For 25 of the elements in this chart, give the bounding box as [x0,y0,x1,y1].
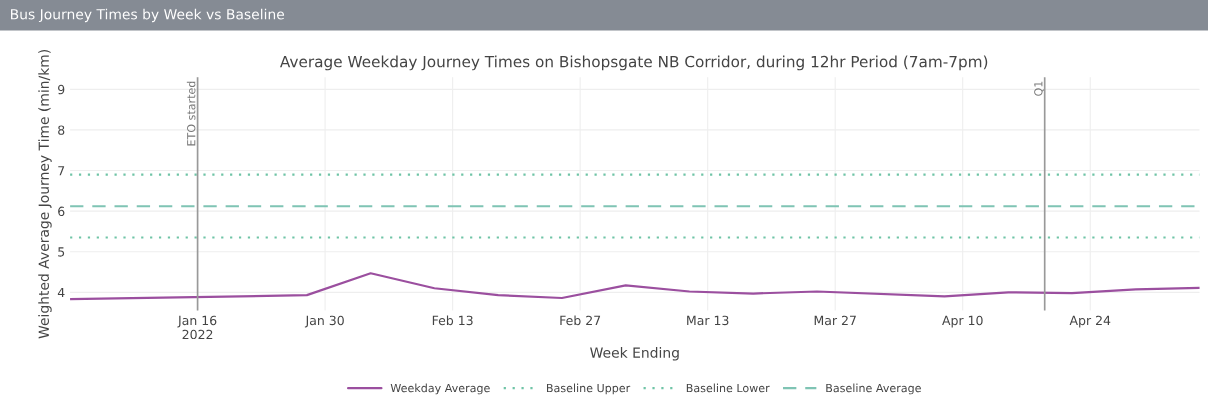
x-tick-label: Feb 13 [432,315,473,326]
x-axis-title: Week Ending [590,347,679,361]
chart-title: Bus Journey Times by Week vs Baseline [11,8,285,23]
y-tick-label: 9 [58,84,65,95]
x-tick-label: Apr 10 [942,315,983,328]
legend-label: Baseline Upper [547,383,631,395]
y-tick-label: 7 [58,166,65,176]
ref-line-label: ETO started [186,81,196,146]
y-tick-label: 4 [57,287,65,298]
x-tick-label: Feb 27 [560,315,601,326]
line-series [70,272,1200,301]
legend-label: Weekday Average [390,383,490,395]
y-axis-title: Weighted Average Journey Time (min/km) [38,49,52,339]
x-tick-label: Apr 24 [1069,315,1111,328]
chart-subtitle: Average Weekday Journey Times on Bishopsgate NB Corridor, during 12hr Period (7am-7pm) [279,55,988,71]
x-tick-label: Mar 27 [814,315,856,326]
y-tick-label: 8 [58,125,65,135]
x-tick-label: Mar 13 [687,315,729,326]
x-tick-label: Jan 30 [304,315,344,328]
legend-label: Baseline Average [826,383,921,395]
y-tick-label: 5 [58,247,65,257]
ref-line-label: Q1 [1034,81,1044,96]
legend-label: Baseline Lower [686,383,770,393]
y-tick-label: 6 [58,206,65,217]
x-tick-label: Jan 16 2022 [177,315,217,340]
